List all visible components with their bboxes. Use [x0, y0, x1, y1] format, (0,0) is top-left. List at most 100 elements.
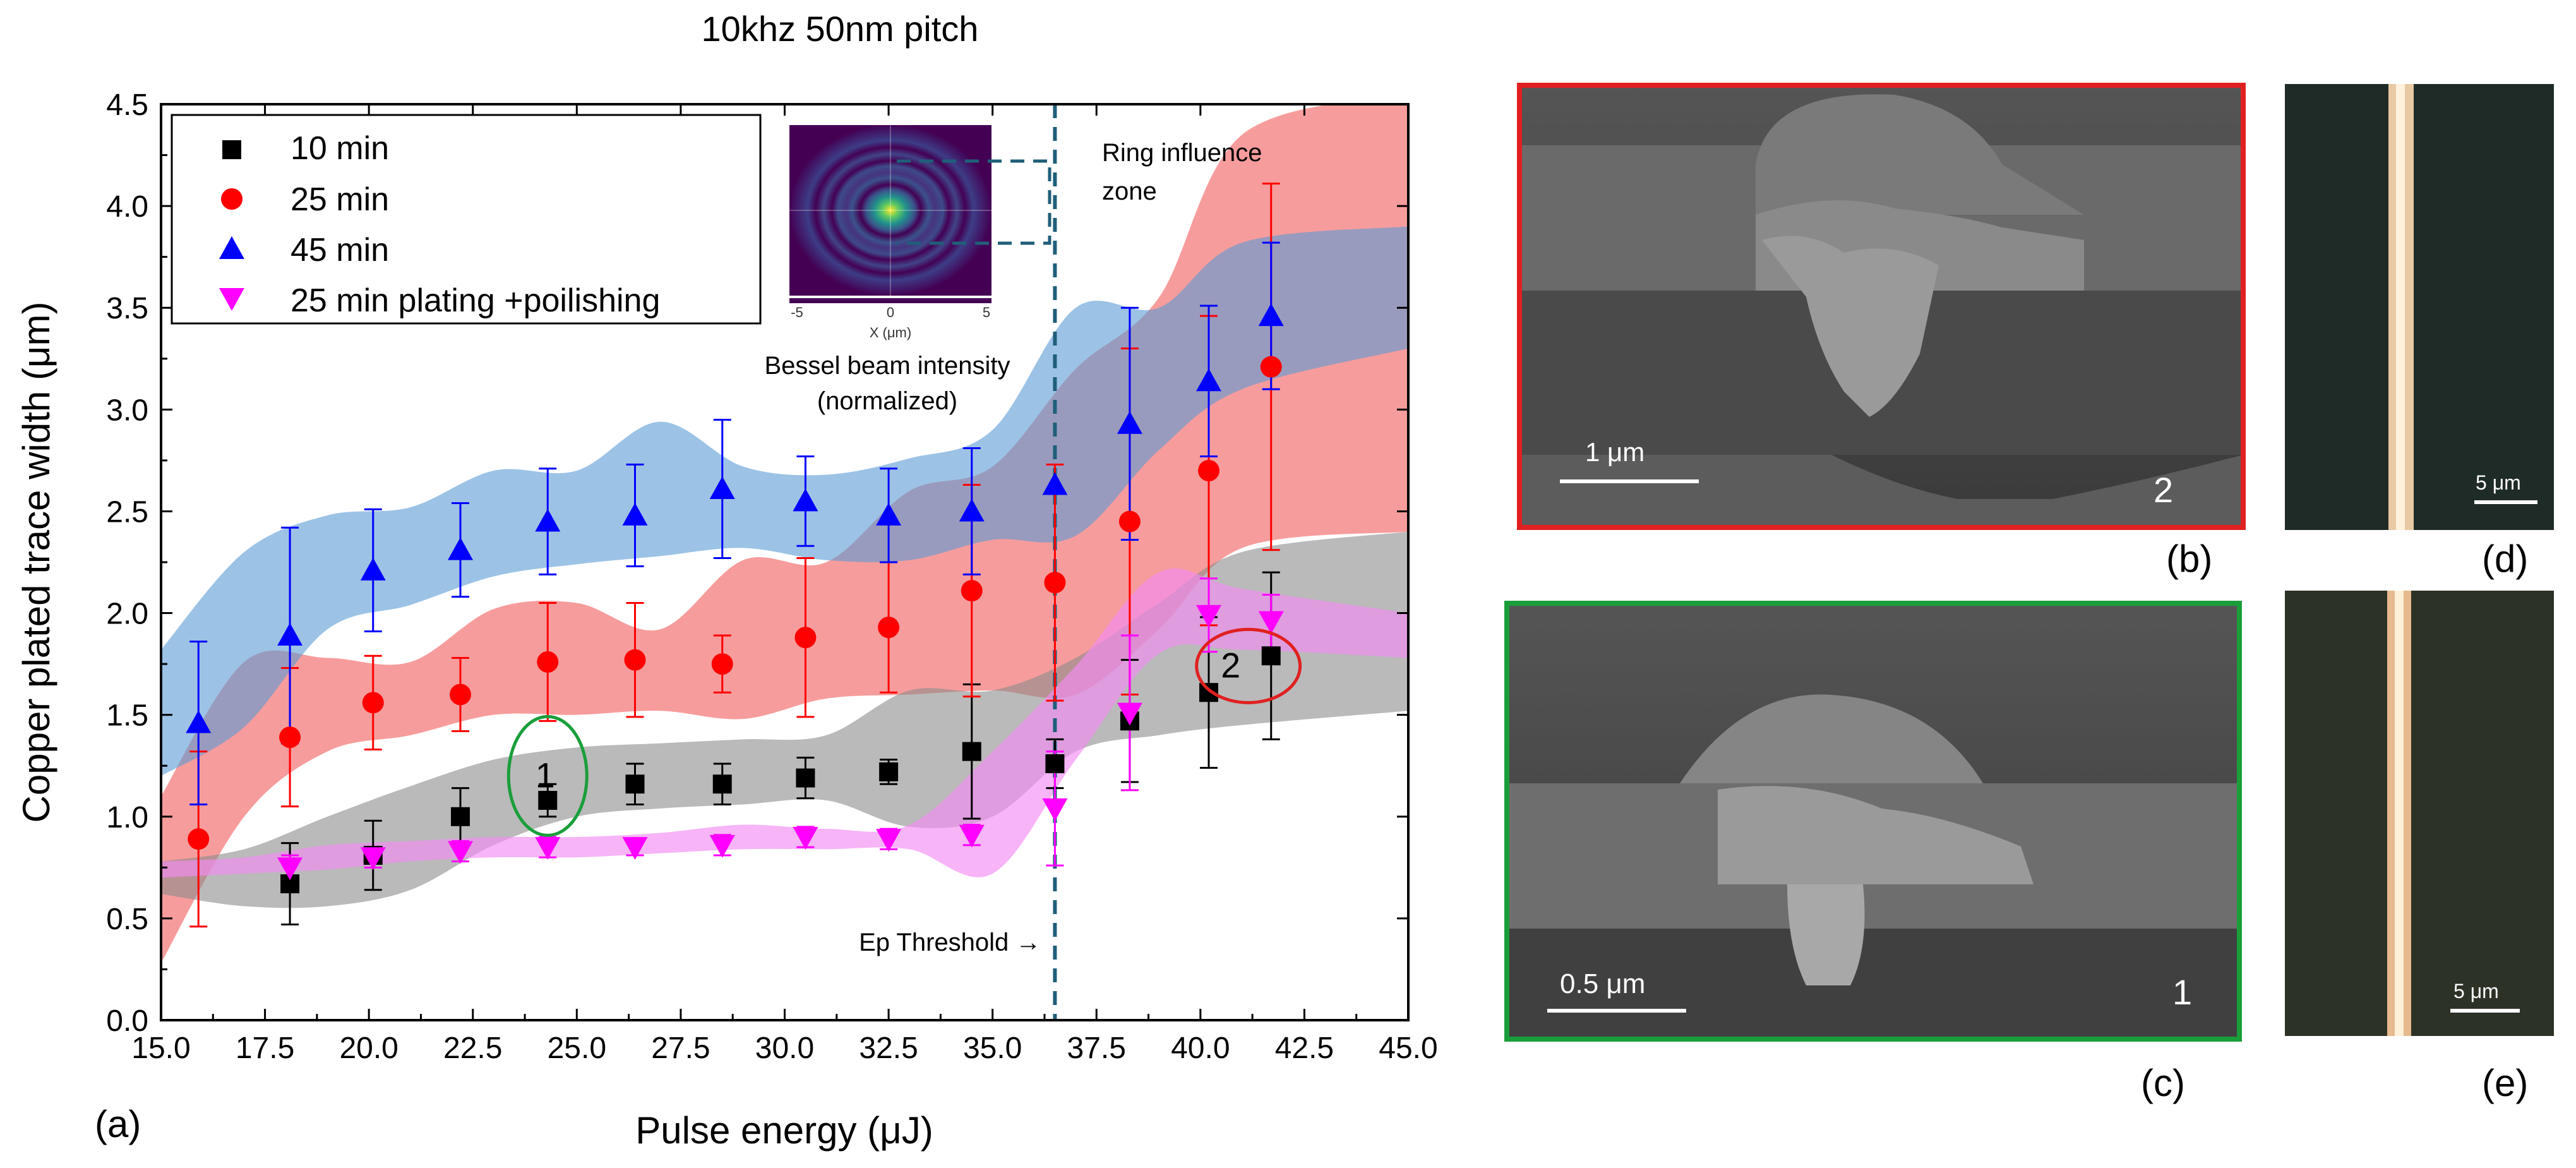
legend: 10 min 25 min 45 min 25 min plating +poi…: [171, 114, 762, 325]
point-25-min-8: [878, 617, 900, 639]
band-10-min: [161, 531, 1408, 908]
point-10-min-2: [451, 807, 470, 826]
point-45-min-5: [622, 502, 648, 526]
panel-e-scale: 5 μm: [2453, 980, 2499, 1002]
chart-title: 10khz 50nm pitch: [702, 9, 979, 49]
point-25-min-2: [362, 692, 384, 714]
point-45-min-2: [360, 557, 386, 581]
panel-d-optical: 5 μm: [2285, 84, 2554, 530]
band-25-min: [161, 104, 1408, 963]
point-25-min-plating-poilishing-1: [360, 847, 386, 870]
point-10-min-4: [625, 774, 645, 794]
point-45-min-12: [1196, 368, 1221, 392]
point-45-min-9: [959, 498, 985, 522]
point-25-min-plating-poilishing-11: [1196, 605, 1221, 628]
x-tick-label: 30.0: [755, 1032, 814, 1065]
legend-label-polishing: 25 min plating +poilishing: [291, 282, 660, 319]
point-25-min-plating-poilishing-0: [277, 857, 303, 881]
y-tick-label: 3.0: [106, 394, 148, 427]
y-tick-label: 0.5: [106, 903, 148, 936]
panel-b-scale: 1 μm: [1585, 437, 1644, 467]
y-tick-label: 0.0: [106, 1004, 148, 1038]
legend-label-25min: 25 min: [291, 181, 389, 218]
threshold-label: Ep Threshold →: [859, 929, 1041, 956]
annotation-label-2: 2: [1221, 645, 1240, 685]
y-tick-label: 4.0: [106, 190, 148, 224]
inset-tick-5: 5: [983, 304, 990, 320]
point-45-min-7: [793, 488, 818, 512]
legend-marker-polishing: [219, 288, 244, 311]
x-tick-label: 15.0: [131, 1032, 190, 1065]
annotation-1: 1: [506, 714, 589, 837]
point-10-min-9: [1045, 754, 1065, 773]
annotation-label-1: 1: [536, 755, 555, 795]
y-tick-label: 3.5: [106, 292, 148, 325]
legend-label-10min: 10 min: [291, 130, 389, 167]
point-25-min-plating-poilishing-4: [622, 837, 648, 860]
panel-c-label: (c): [2141, 1062, 2185, 1104]
y-tick-label: 1.5: [106, 699, 148, 733]
point-45-min-0: [186, 710, 212, 733]
x-tick-label: 42.5: [1275, 1032, 1334, 1065]
point-25-min-1: [279, 726, 301, 749]
panel-label-a: (a): [95, 1103, 141, 1145]
point-10-min-8: [962, 742, 981, 761]
annotation-2: 2: [1195, 627, 1302, 704]
panel-e-label: (e): [2482, 1062, 2528, 1104]
panel-c-sem: 0.5 μm 1: [1504, 601, 2242, 1042]
point-25-min-3: [450, 683, 471, 706]
panel-d-label: (d): [2482, 538, 2528, 580]
point-25-min-plating-poilishing-12: [1258, 611, 1284, 634]
point-25-min-plating-poilishing-6: [793, 827, 818, 850]
point-25-min-7: [794, 627, 817, 649]
y-tick-label: 4.5: [106, 88, 148, 122]
inset-x-label: X (μm): [870, 325, 911, 340]
point-25-min-6: [711, 653, 733, 675]
inset-caption-line1: Bessel beam intensity: [764, 352, 1010, 380]
point-25-min-11: [1118, 510, 1141, 533]
y-axis-label: Copper plated trace width (μm): [15, 302, 57, 823]
data-markers: [186, 303, 1284, 894]
y-tick-label: 1.0: [106, 801, 148, 834]
bessel-inset: -5 0 5 X (μm) Bessel beam intensity (nor…: [764, 125, 1051, 415]
ring-zone-label-1: Ring influence: [1102, 139, 1262, 167]
point-45-min-11: [1117, 411, 1142, 434]
panel-d-scale: 5 μm: [2476, 471, 2521, 494]
panel-c-number: 1: [2172, 972, 2192, 1012]
confidence-bands: [161, 104, 1408, 963]
point-25-min-plating-poilishing-2: [448, 841, 473, 864]
x-tick-label: 45.0: [1379, 1032, 1437, 1065]
point-25-min-plating-poilishing-7: [876, 829, 902, 852]
panel-c-scale: 0.5 μm: [1560, 968, 1645, 999]
point-10-min-12: [1261, 646, 1281, 666]
legend-marker-25min: [221, 188, 243, 210]
x-tick-label: 22.5: [443, 1032, 502, 1065]
point-45-min-4: [535, 509, 561, 532]
point-45-min-1: [277, 623, 303, 646]
point-25-min-12: [1198, 460, 1219, 481]
point-10-min-7: [879, 762, 899, 781]
panel-b-label: (b): [2166, 538, 2212, 580]
panel-b-number: 2: [2154, 470, 2173, 510]
panel-b-sem: 1 μm 2: [1517, 83, 2246, 530]
legend-marker-45min: [219, 236, 244, 259]
point-45-min-3: [448, 537, 473, 560]
point-45-min-8: [876, 502, 902, 526]
ring-zone-label-2: zone: [1102, 178, 1157, 205]
x-tick-label: 37.5: [1067, 1032, 1126, 1065]
point-10-min-3: [538, 791, 558, 810]
point-25-min-plating-poilishing-5: [709, 834, 735, 858]
inset-tick-neg5: -5: [791, 304, 803, 320]
inset-tick-0: 0: [887, 304, 894, 320]
x-tick-label: 25.0: [548, 1032, 606, 1065]
axis-ticks: 15.0 17.5 20.0 22.5 25.0 27.5 30.0 32.5 35.0 37.5…: [106, 88, 1437, 1065]
x-tick-label: 35.0: [963, 1032, 1022, 1065]
point-25-min-plating-poilishing-3: [535, 837, 561, 860]
point-25-min-13: [1260, 356, 1282, 378]
point-10-min-5: [712, 774, 732, 794]
point-25-min-plating-poilishing-10: [1117, 702, 1142, 726]
legend-marker-10min: [222, 140, 241, 159]
point-25-min-4: [537, 651, 559, 673]
x-tick-label: 20.0: [339, 1032, 398, 1065]
inset-caption-line2: (normalized): [817, 387, 957, 415]
